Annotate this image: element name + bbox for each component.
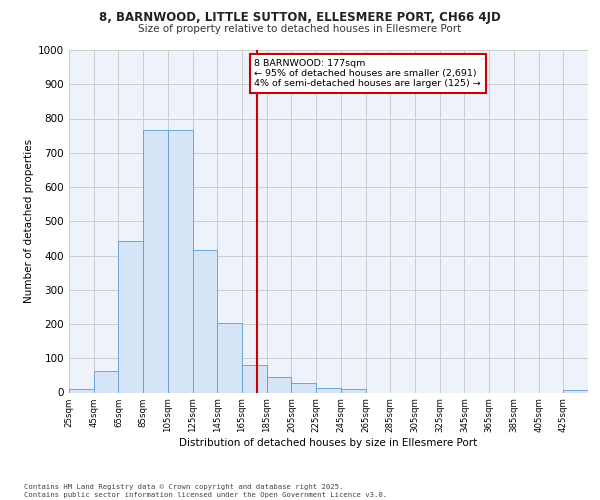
Bar bbox=[341, 389, 365, 392]
Text: 8, BARNWOOD, LITTLE SUTTON, ELLESMERE PORT, CH66 4JD: 8, BARNWOOD, LITTLE SUTTON, ELLESMERE PO… bbox=[99, 11, 501, 24]
Text: 8 BARNWOOD: 177sqm
← 95% of detached houses are smaller (2,691)
4% of semi-detac: 8 BARNWOOD: 177sqm ← 95% of detached hou… bbox=[254, 58, 481, 88]
Text: Contains HM Land Registry data © Crown copyright and database right 2025.
Contai: Contains HM Land Registry data © Crown c… bbox=[24, 484, 387, 498]
Bar bbox=[217, 322, 242, 392]
Text: Size of property relative to detached houses in Ellesmere Port: Size of property relative to detached ho… bbox=[139, 24, 461, 34]
X-axis label: Distribution of detached houses by size in Ellesmere Port: Distribution of detached houses by size … bbox=[179, 438, 478, 448]
Bar bbox=[94, 372, 118, 392]
Bar bbox=[292, 383, 316, 392]
Bar bbox=[267, 376, 292, 392]
Bar bbox=[143, 130, 168, 392]
Bar bbox=[118, 241, 143, 392]
Y-axis label: Number of detached properties: Number of detached properties bbox=[24, 139, 34, 304]
Bar bbox=[168, 130, 193, 392]
Bar bbox=[69, 389, 94, 392]
Bar bbox=[242, 365, 267, 392]
Bar bbox=[193, 250, 217, 392]
Bar bbox=[563, 390, 588, 392]
Bar bbox=[316, 388, 341, 392]
